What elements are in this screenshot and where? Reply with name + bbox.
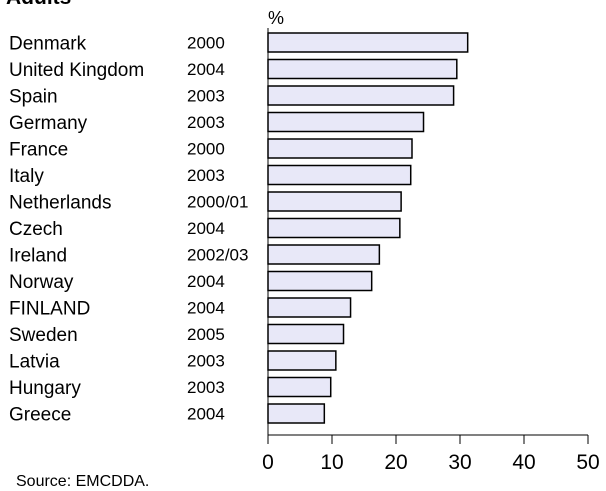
year-label: 2003 — [187, 87, 225, 106]
year-label: 2000/01 — [187, 193, 248, 212]
year-label: 2004 — [187, 272, 225, 291]
country-label: Netherlands — [9, 193, 111, 214]
year-label: 2003 — [187, 378, 225, 397]
year-label: 2004 — [187, 405, 225, 424]
source-note: Source: EMCDDA. — [16, 473, 150, 490]
country-label: Ireland — [9, 246, 67, 267]
bar — [267, 32, 469, 53]
country-label: Spain — [9, 87, 58, 108]
bar — [267, 323, 345, 345]
year-label: 2002/03 — [187, 246, 248, 265]
bar — [267, 164, 412, 186]
country-label: FINLAND — [9, 299, 90, 320]
bar — [267, 85, 455, 106]
year-label: 2003 — [187, 352, 225, 371]
country-label: Italy — [9, 166, 44, 187]
bar — [267, 376, 332, 398]
horizontal-bar-chart: % Denmark 2000 United Kingdom 2004 Spain 2003 G… — [9, 8, 600, 470]
x-tick-label: 0 — [262, 451, 274, 470]
unit-label: % — [268, 8, 284, 28]
year-label: 2000 — [187, 140, 225, 159]
year-label: 2004 — [187, 60, 225, 79]
year-label: 2003 — [187, 166, 225, 185]
year-label: 2005 — [187, 325, 225, 344]
x-tick-label: 40 — [512, 451, 535, 470]
bar — [267, 138, 413, 159]
country-label: France — [9, 140, 68, 161]
bar — [267, 244, 381, 265]
country-label: Norway — [9, 272, 74, 293]
country-label: Greece — [9, 405, 71, 426]
x-tick-label: 10 — [320, 451, 343, 470]
year-label: 2004 — [187, 219, 225, 238]
x-tick-label: 50 — [576, 451, 599, 470]
country-label: Denmark — [9, 34, 87, 55]
country-label: Germany — [9, 113, 88, 134]
bar — [267, 217, 401, 239]
bar — [267, 297, 352, 318]
country-label: Czech — [9, 219, 63, 240]
country-label: Hungary — [9, 378, 81, 399]
x-tick-label: 30 — [448, 451, 471, 470]
country-label: United Kingdom — [9, 60, 144, 81]
bar — [267, 403, 326, 424]
bar — [267, 191, 402, 212]
year-label: 2003 — [187, 113, 225, 132]
year-label: 2000 — [187, 34, 225, 53]
country-label: Latvia — [9, 352, 60, 373]
country-label: Sweden — [9, 325, 78, 346]
year-label: 2004 — [187, 299, 225, 318]
bar — [267, 270, 373, 292]
bar — [267, 58, 458, 80]
x-tick-label: 20 — [384, 451, 407, 470]
bar — [267, 111, 425, 133]
bar — [267, 350, 337, 371]
chart-heading: Adults — [6, 0, 71, 10]
